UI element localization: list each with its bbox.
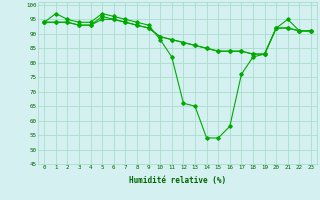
- X-axis label: Humidité relative (%): Humidité relative (%): [129, 176, 226, 185]
